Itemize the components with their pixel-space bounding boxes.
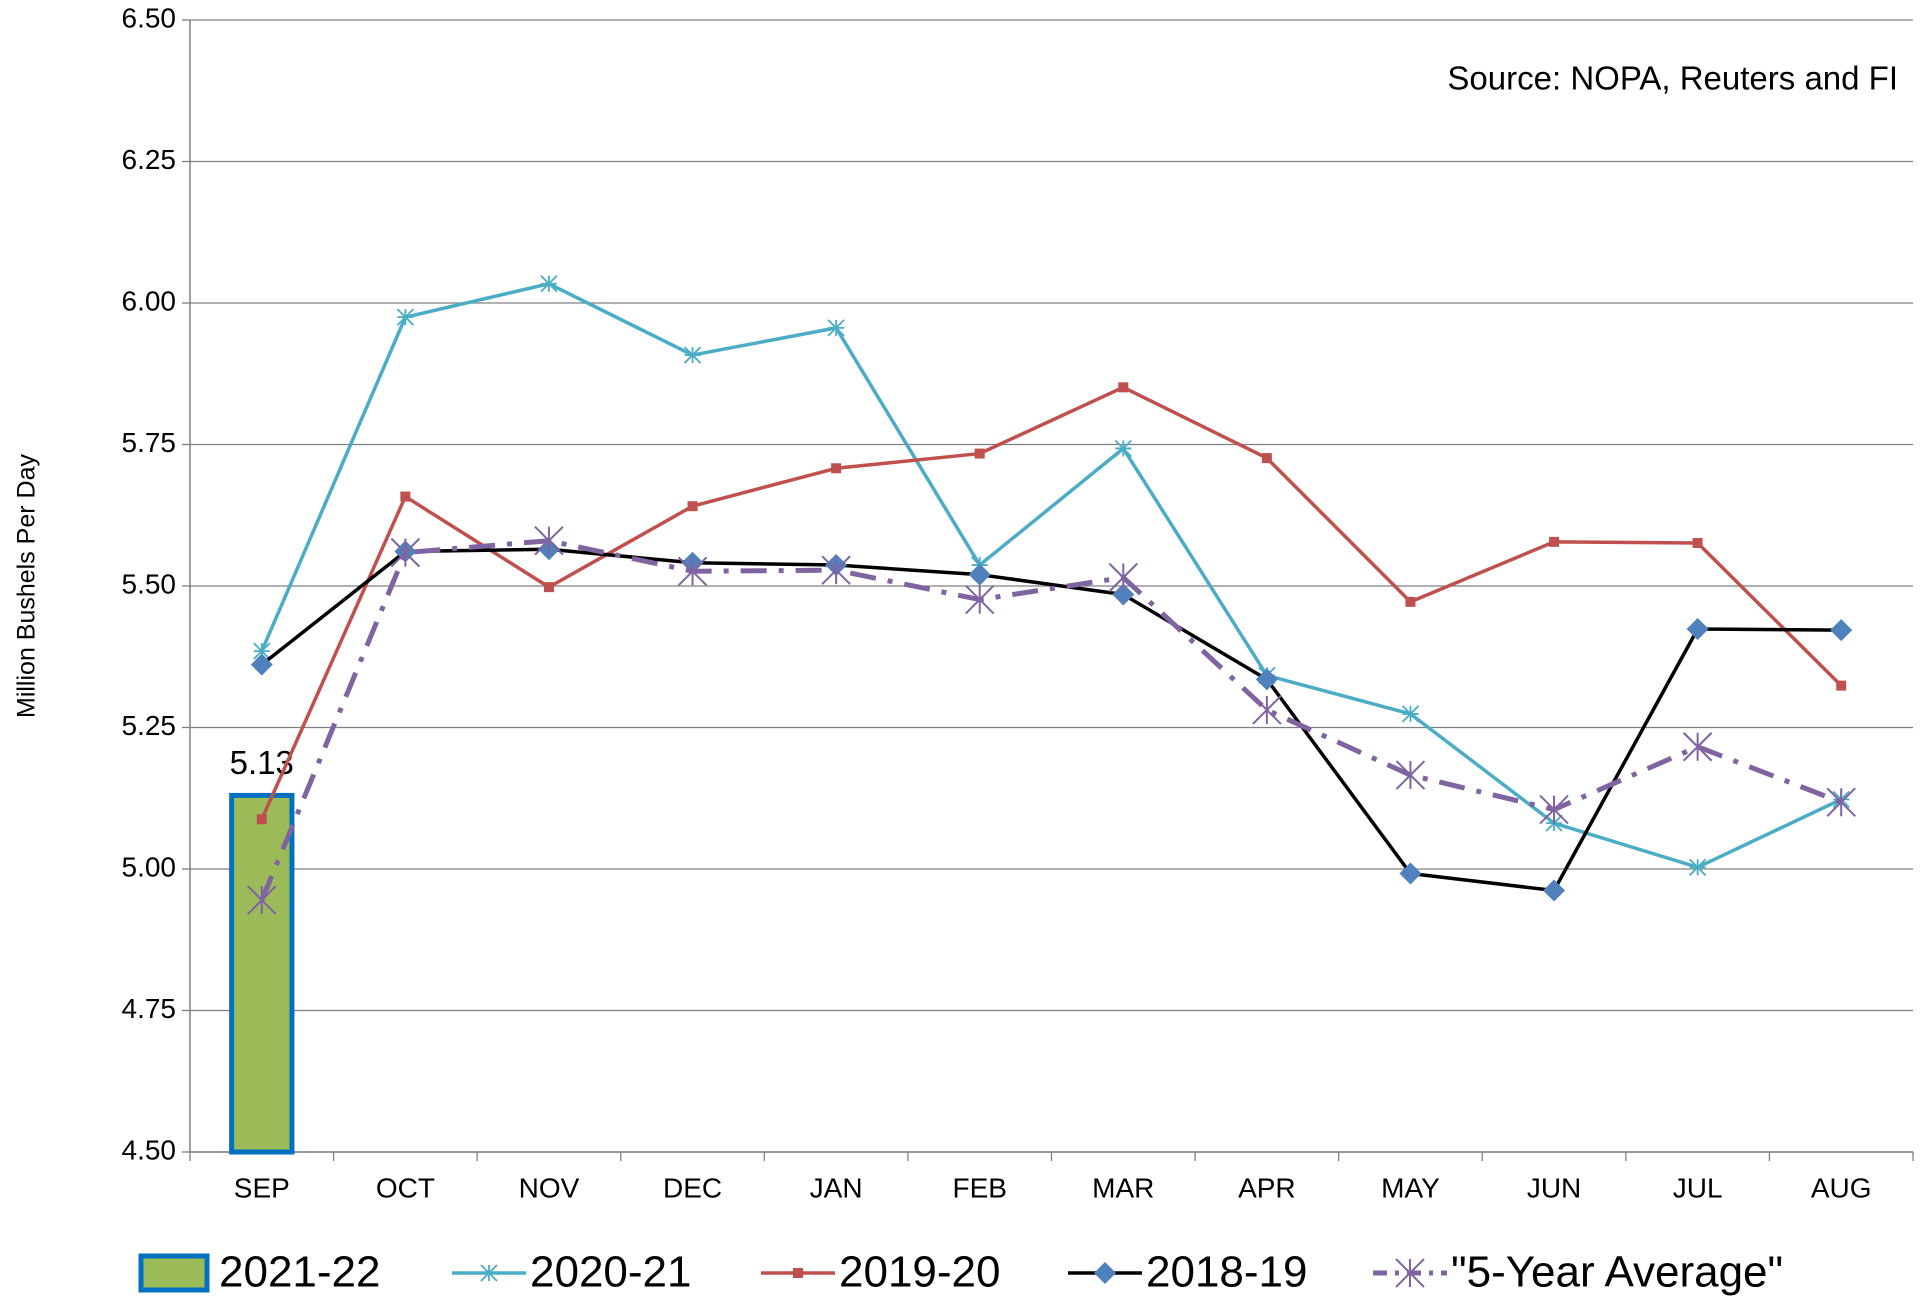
series-marker [1395, 760, 1426, 790]
series-marker [253, 642, 271, 660]
series-marker [965, 584, 995, 615]
series-marker [1114, 439, 1132, 458]
series-marker [1112, 583, 1135, 606]
data-label: 5.13 [230, 744, 294, 781]
legend-marker [1395, 1258, 1425, 1288]
series-marker [1539, 794, 1569, 825]
series-marker [400, 491, 411, 502]
series-marker [968, 563, 991, 586]
series-marker [396, 308, 415, 326]
series-marker [1686, 618, 1709, 641]
series-marker [1255, 668, 1278, 691]
y-tick-label: 5.50 [122, 568, 177, 599]
series-marker [683, 346, 702, 364]
legend-label: 2019-20 [839, 1248, 1000, 1297]
legend-label: 2018-19 [1146, 1248, 1307, 1297]
series-marker [821, 555, 851, 585]
x-tick-label: FEB [952, 1172, 1006, 1203]
legend-swatch [138, 1253, 210, 1293]
legend-marker [1094, 1262, 1116, 1284]
x-tick-label: AUG [1811, 1172, 1872, 1203]
y-axis-label: Million Bushels Per Day [13, 454, 41, 718]
series-line [260, 385, 1843, 820]
series-marker [974, 448, 985, 459]
x-tick-label: JAN [810, 1172, 863, 1203]
series-marker [256, 814, 267, 825]
series-marker [1543, 879, 1566, 902]
series-marker [543, 582, 554, 593]
y-tick-label: 5.00 [122, 851, 177, 882]
legend-label: "5-Year Average" [1451, 1248, 1783, 1297]
series-marker [831, 463, 842, 474]
series-marker [390, 537, 421, 568]
series-marker [677, 556, 708, 586]
series-line [260, 547, 1842, 893]
legend-label: 2020-21 [530, 1248, 691, 1297]
series-marker [1688, 858, 1707, 876]
series-marker [1692, 537, 1703, 548]
bar [229, 792, 295, 1155]
series-marker [1836, 680, 1847, 691]
x-tick-label: JUL [1673, 1172, 1723, 1203]
series-marker [534, 526, 564, 556]
legend-label: 2021-22 [219, 1248, 380, 1297]
series-line [260, 282, 1842, 870]
series-marker [1682, 732, 1713, 762]
y-tick-label: 5.25 [122, 710, 177, 741]
series-marker [687, 501, 698, 512]
x-tick-label: SEP [234, 1172, 290, 1203]
x-tick-label: JUN [1527, 1172, 1581, 1203]
series-marker [1405, 596, 1416, 607]
series-marker [250, 653, 273, 676]
y-tick-label: 6.00 [122, 285, 177, 316]
series-marker [1399, 862, 1422, 885]
y-tick-label: 6.50 [122, 2, 177, 33]
x-tick-label: APR [1238, 1172, 1296, 1203]
series-marker [827, 319, 845, 337]
y-tick-label: 6.25 [122, 144, 177, 175]
series-marker [1830, 619, 1853, 642]
series-marker [1549, 536, 1560, 547]
y-tick-label: 5.75 [122, 427, 177, 458]
y-tick-label: 4.50 [122, 1134, 177, 1165]
legend-marker [793, 1268, 803, 1278]
y-tick-label: 4.75 [122, 993, 177, 1024]
x-tick-label: OCT [376, 1172, 435, 1203]
x-tick-label: MAR [1092, 1172, 1154, 1203]
x-tick-label: DEC [663, 1172, 722, 1203]
legend-marker [480, 1264, 498, 1282]
series-marker [247, 885, 277, 915]
x-tick-label: NOV [519, 1172, 580, 1203]
series-marker [1108, 562, 1138, 593]
series-marker [1118, 382, 1129, 393]
series-line [259, 538, 1843, 902]
x-tick-label: MAY [1381, 1172, 1440, 1203]
series-marker [1401, 705, 1420, 723]
series-marker [1261, 453, 1272, 464]
source-note: Source: NOPA, Reuters and FI [1447, 60, 1898, 97]
series-marker [540, 275, 558, 293]
series-marker [1252, 695, 1282, 725]
series-marker [1826, 787, 1856, 817]
